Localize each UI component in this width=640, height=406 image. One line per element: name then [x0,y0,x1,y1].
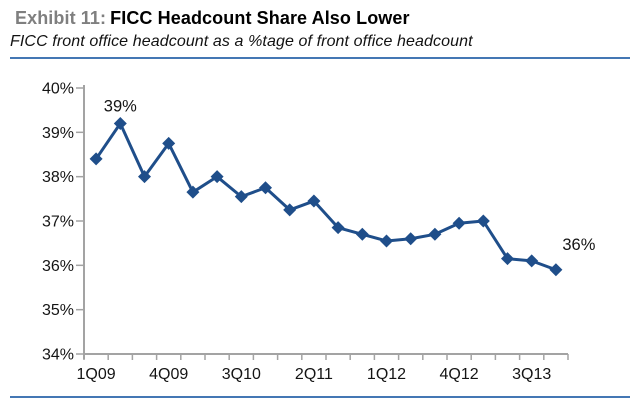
data-point-marker [549,263,563,277]
exhibit-title: Exhibit 11: FICC Headcount Share Also Low… [10,8,630,29]
y-axis-tick-label: 36% [42,258,74,275]
data-point-marker [331,221,345,235]
data-point-marker [380,234,393,248]
x-axis-tick-label: 1Q09 [77,366,116,383]
x-axis-tick-label: 2Q11 [295,366,333,383]
data-point-marker [210,170,224,184]
y-axis-tick-label: 34% [42,347,74,364]
x-axis-tick-label: 4Q12 [440,366,479,383]
exhibit-subtitle: FICC front office headcount as a %tage o… [10,33,473,50]
x-axis-tick-label: 1Q12 [367,366,406,383]
data-point-marker [307,194,321,208]
data-point-label: 36% [562,236,595,254]
data-point-marker [186,185,200,199]
data-point-marker [259,181,272,195]
data-point-marker [355,227,369,241]
title-text: FICC Headcount Share Also Lower [110,8,410,28]
data-point-marker [525,254,539,268]
header-underline [10,57,630,59]
y-axis-tick-label: 39% [42,125,74,142]
data-point-marker [476,214,490,228]
exhibit-header: Exhibit 11: FICC Headcount Share Also Low… [10,8,630,51]
data-point-marker [234,190,248,204]
data-point-marker [404,232,418,246]
y-axis-tick-label: 40% [42,81,74,98]
x-axis-tick-label: 3Q13 [512,366,551,383]
data-point-marker [162,136,176,150]
data-point-label: 39% [104,97,137,115]
y-axis-tick-label: 35% [42,302,74,319]
data-point-marker [138,170,151,184]
bottom-divider [10,396,630,398]
data-point-marker [501,252,514,266]
data-point-marker [113,116,127,130]
exhibit-number-label: Exhibit 11: [15,8,107,28]
data-point-marker [89,152,103,166]
x-axis-tick-label: 3Q10 [222,366,261,383]
x-axis-tick-label: 4Q09 [149,366,188,383]
data-point-marker [428,227,442,241]
y-axis-tick-label: 37% [42,214,74,231]
data-point-marker [283,203,297,217]
data-point-marker [452,216,466,230]
y-axis-tick-label: 38% [42,169,74,186]
